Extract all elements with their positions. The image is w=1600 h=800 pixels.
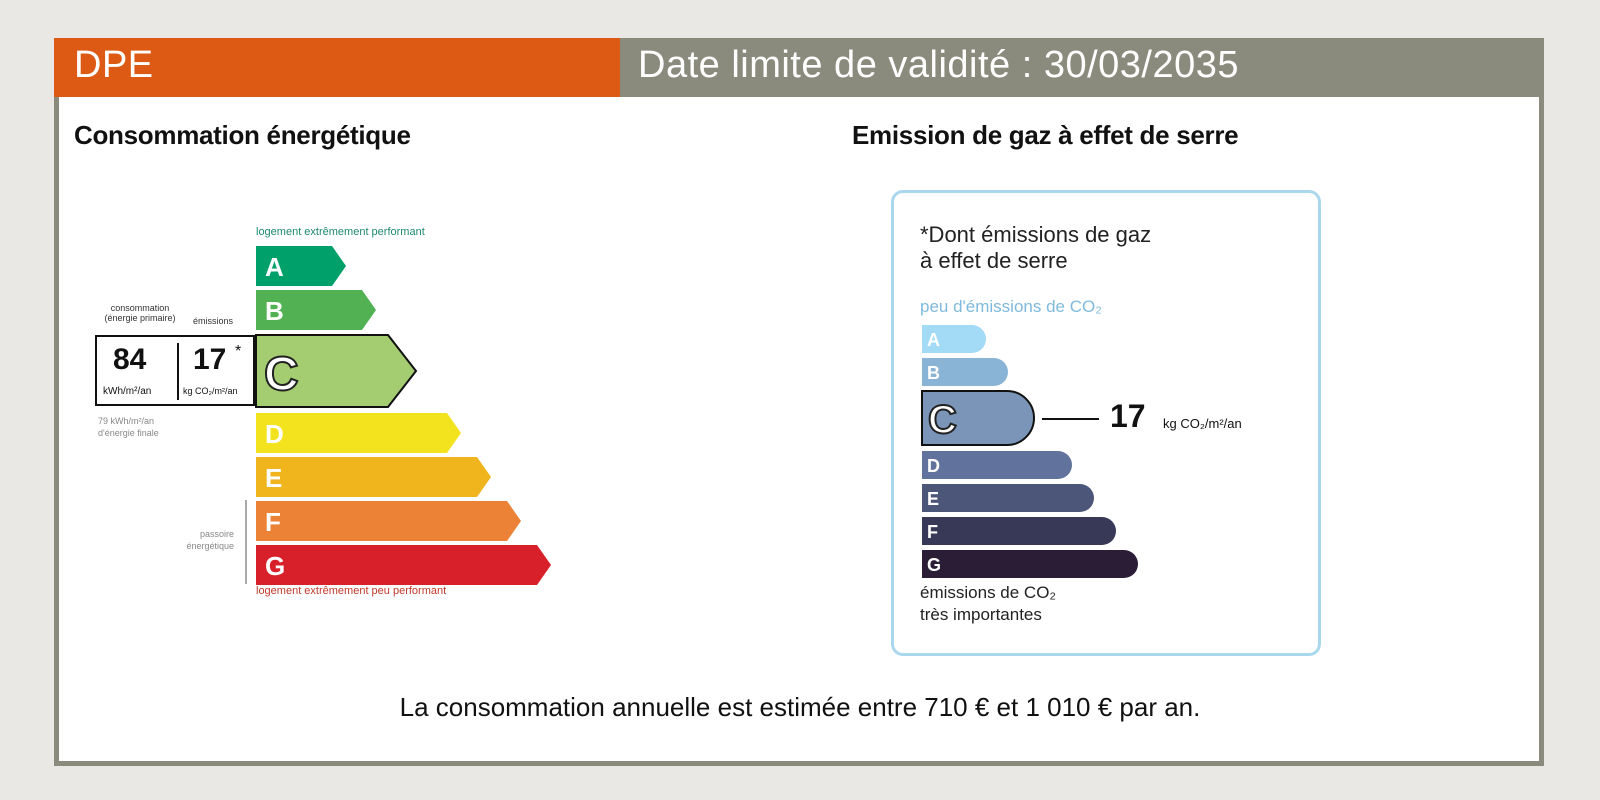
ghg-section-title: Emission de gaz à effet de serre: [852, 120, 1239, 150]
consumption-header-line1: consommation: [110, 303, 170, 313]
ghg-high-label-line1: émissions de CO₂: [920, 583, 1057, 602]
values-divider: [177, 343, 179, 400]
consumption-header: consommation (énergie primaire): [100, 303, 180, 323]
passoire-note: passoire énergétique: [170, 528, 234, 552]
emissions-star: *: [235, 343, 242, 360]
emissions-value: 17: [193, 343, 227, 376]
ghg-unit: kg CO₂/m²/an: [1163, 416, 1242, 431]
passoire-line1: passoire: [199, 529, 234, 539]
ghg-value: 17: [1110, 398, 1146, 434]
energy-values-box: 84 kWh/m²/an 17 * kg CO₂/m²/an: [95, 335, 255, 406]
energy-bottom-note: logement extrêmement peu performant: [256, 585, 447, 597]
final-energy-line2: d'énergie finale: [98, 428, 159, 438]
consumption-header-line2: (énergie primaire): [104, 313, 176, 323]
consumption-unit: kWh/m²/an: [103, 386, 152, 397]
passoire-line2: énergétique: [186, 541, 234, 551]
ghg-legend-title-line1: *Dont émissions de gaz: [920, 222, 1152, 247]
ghg-low-label: peu d'émissions de CO₂: [920, 297, 1102, 316]
final-energy-line1: 79 kWh/m²/an: [98, 416, 155, 426]
final-energy-note: 79 kWh/m²/an d'énergie finale: [98, 415, 159, 439]
emissions-header: émissions: [193, 316, 234, 326]
passoire-bracket: [245, 500, 247, 584]
ghg-high-label-line2: très importantes: [920, 605, 1042, 624]
ghg-legend-title-line2: à effet de serre: [920, 248, 1068, 273]
emissions-unit: kg CO₂/m²/an: [183, 386, 238, 396]
header-dpe-label: DPE: [74, 44, 154, 86]
ghg-high-label: émissions de CO₂ très importantes: [920, 582, 1056, 626]
energy-top-note: logement extrêmement performant: [256, 226, 425, 238]
validity-date-label: Date limite de validité : 30/03/2035: [638, 44, 1240, 86]
header-dpe: DPE: [54, 38, 620, 97]
consumption-value: 84: [113, 343, 147, 376]
ghg-legend-title: *Dont émissions de gaz à effet de serre: [920, 222, 1151, 274]
header-validity: Date limite de validité : 30/03/2035: [620, 38, 1544, 97]
annual-cost-note: La consommation annuelle est estimée ent…: [399, 692, 1201, 722]
energy-section-title: Consommation énergétique: [74, 120, 411, 150]
ghg-value-connector: [1042, 418, 1099, 420]
